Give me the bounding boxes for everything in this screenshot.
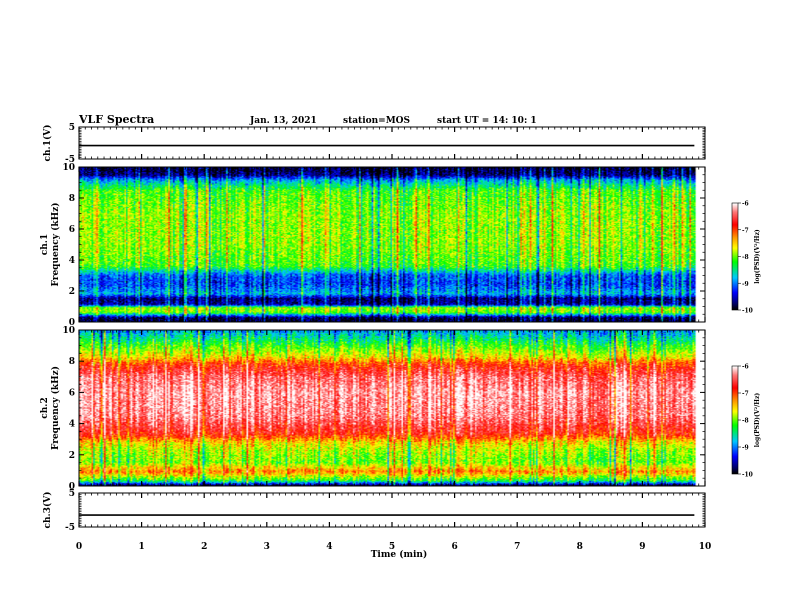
x-tick-label: 7 xyxy=(514,542,520,552)
plot-frame xyxy=(78,492,706,528)
colorbar-tick-label: -9 xyxy=(742,281,749,288)
x-tick-label: 1 xyxy=(138,542,144,552)
y-tick-label: 6 xyxy=(69,225,75,235)
x-axis-label: Time (min) xyxy=(371,549,428,560)
ch2-colorbar: -6 -7 -8 -9 -10 log(PSD)(V²/Hz) xyxy=(731,364,761,479)
figure-start-time: start UT = 14: 10: 1 xyxy=(437,116,537,126)
colorbar-gradient xyxy=(732,366,738,474)
x-tick-label: 8 xyxy=(577,542,583,552)
y-tick-label: 5 xyxy=(69,489,75,499)
colorbar-tick-label: -10 xyxy=(742,472,753,479)
y-tick-label: 8 xyxy=(69,194,75,204)
y-tick-label: 0 xyxy=(69,482,75,492)
colorbar-tick-label: -10 xyxy=(742,308,753,315)
ch1-spectrogram-panel: 0 2 4 6 8 10 ch.1 Frequency (kHz) xyxy=(40,163,706,328)
x-tick-label: 0 xyxy=(76,542,82,552)
y-tick-label: 10 xyxy=(62,326,75,336)
colorbar-gradient xyxy=(732,203,738,310)
y-axis-label: ch.3(V) xyxy=(42,492,53,529)
y-tick-label: 8 xyxy=(69,357,75,367)
colorbar-tick-label: -7 xyxy=(742,391,749,398)
y-axis-label: Frequency (kHz) xyxy=(50,366,61,450)
y-axis-label-channel: ch.1 xyxy=(40,234,50,255)
x-tick-label: 4 xyxy=(326,542,332,552)
ch1-colorbar: -6 -7 -8 -9 -10 log(PSD)(V²/Hz) xyxy=(731,201,761,315)
ch1-spectrogram-image xyxy=(79,167,705,322)
y-tick-label: -5 xyxy=(65,523,75,533)
ch1-waveform-panel: 5 -5 ch.1(V) xyxy=(42,123,706,165)
y-tick-label: 4 xyxy=(69,256,75,266)
ch2-spectrogram-image xyxy=(79,330,705,486)
x-tick-label: 9 xyxy=(639,542,645,552)
y-tick-label: 4 xyxy=(69,420,75,430)
x-tick-label: 3 xyxy=(264,542,270,552)
colorbar-tick-label: -6 xyxy=(742,364,749,371)
y-tick-label: -5 xyxy=(65,155,75,165)
colorbar-tick-label: -6 xyxy=(742,201,749,208)
y-axis-label: Frequency (kHz) xyxy=(50,202,61,286)
colorbar-tick-label: -8 xyxy=(742,254,749,261)
time-axis: 0 1 2 3 4 5 6 7 8 9 10 xyxy=(76,542,711,552)
figure-title: VLF Spectra xyxy=(78,113,154,126)
y-tick-label: 2 xyxy=(69,287,75,297)
colorbar-label: log(PSD)(V²/Hz) xyxy=(754,393,761,448)
figure-date: Jan. 13, 2021 xyxy=(249,116,317,126)
y-tick-label: 2 xyxy=(69,451,75,461)
y-axis-label-channel: ch.2 xyxy=(40,397,50,418)
x-tick-label: 6 xyxy=(451,542,457,552)
y-axis-label: ch.1(V) xyxy=(42,125,53,162)
x-tick-label: 2 xyxy=(201,542,207,552)
colorbar-label: log(PSD)(V²/Hz) xyxy=(754,229,761,284)
figure-station: station=MOS xyxy=(343,116,410,126)
colorbar-tick-label: -7 xyxy=(742,227,749,234)
ch2-spectrogram-panel: 0 2 4 6 8 10 ch.2 Frequency (kHz) xyxy=(40,326,706,492)
y-tick-label: 5 xyxy=(69,123,75,133)
x-tick-label: 10 xyxy=(699,542,712,552)
y-tick-label: 10 xyxy=(62,163,75,173)
colorbar-tick-label: -9 xyxy=(742,445,749,452)
y-tick-label: 0 xyxy=(69,318,75,328)
x-tick-label: 5 xyxy=(389,542,395,552)
colorbar-tick-label: -8 xyxy=(742,418,749,425)
y-tick-label: 6 xyxy=(69,388,75,398)
ch3-waveform-panel: 5 -5 ch.3(V) xyxy=(42,489,706,533)
